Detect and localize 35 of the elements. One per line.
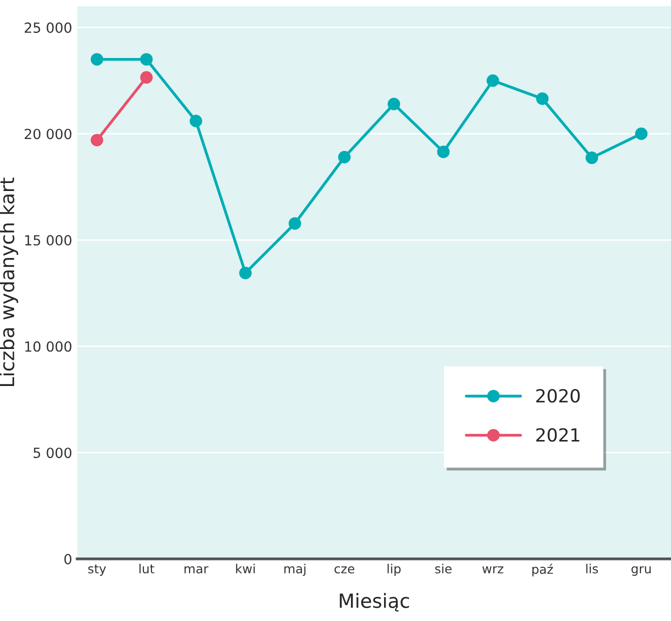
- legend-label: 2020: [536, 389, 580, 403]
- point: [90, 53, 104, 66]
- y-tick-label: 0: [64, 554, 72, 564]
- x-tick-label: kwi: [236, 564, 255, 574]
- x-tick-label: mar: [184, 566, 208, 574]
- x-tick-label: sty: [88, 564, 106, 576]
- point: [536, 92, 549, 105]
- point: [140, 71, 153, 84]
- x-tick-label: paź: [532, 564, 553, 576]
- point: [635, 128, 648, 140]
- x-tick-label: wrz: [482, 566, 504, 574]
- point: [288, 217, 302, 230]
- point: [90, 134, 104, 146]
- x-tick-label: lut: [139, 564, 154, 574]
- y-tick-label: 15 000: [25, 235, 72, 246]
- y-tick-label: 25 000: [24, 22, 72, 33]
- point: [239, 266, 252, 280]
- legend-label: 2021: [536, 428, 580, 442]
- x-tick-label: lis: [586, 564, 598, 574]
- x-axis-title: Miesiąc: [340, 593, 410, 612]
- point: [388, 98, 400, 110]
- x-tick-label: sie: [435, 564, 452, 574]
- x-tick-label: lip: [388, 564, 401, 576]
- x-tick-label: gru: [632, 566, 651, 576]
- y-tick-label: 10 000: [25, 341, 72, 352]
- point: [486, 74, 500, 87]
- point: [437, 146, 450, 158]
- y-tick-label: 20 000: [24, 128, 72, 140]
- point: [140, 53, 153, 66]
- point: [586, 152, 598, 164]
- x-tick-label: cze: [334, 566, 354, 574]
- point: [338, 150, 351, 164]
- x-tick-label: maj: [284, 564, 306, 576]
- y-tick-label: 5 000: [34, 448, 72, 458]
- point: [190, 114, 202, 128]
